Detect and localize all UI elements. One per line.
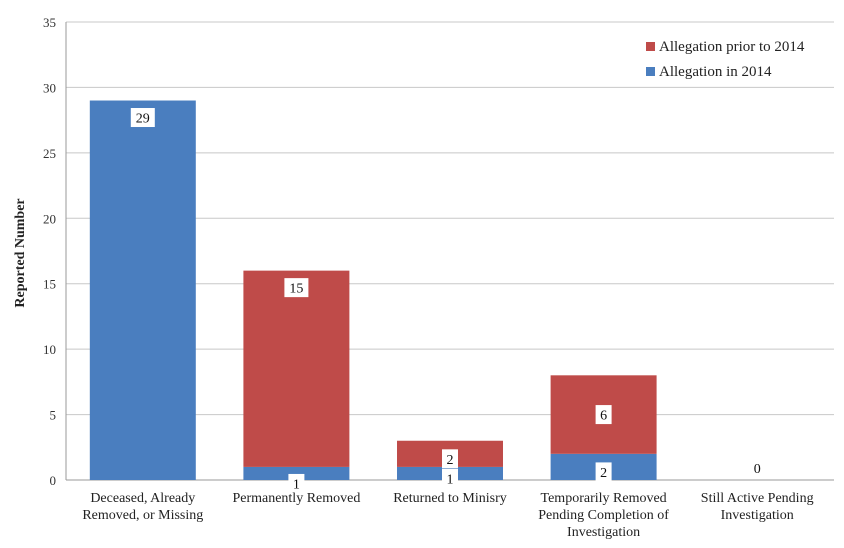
data-label: 2 [447, 453, 454, 468]
bars [89, 100, 657, 480]
y-axis: 0 5 10 15 20 25 30 35 [43, 15, 67, 488]
x-axis: Deceased, Already Removed, or Missing Perm… [82, 491, 813, 540]
data-labels: 29 15 1 2 1 6 2 0 [130, 108, 761, 493]
x-category-label: Temporarily Removed [541, 491, 667, 506]
data-label: 2 [600, 466, 607, 481]
data-label: 6 [600, 409, 607, 424]
x-category-label: Deceased, Already [90, 491, 195, 506]
y-tick-label: 20 [43, 211, 56, 226]
legend: Allegation prior to 2014 Allegation in 20… [646, 39, 805, 80]
x-category-label: Investigation [721, 508, 794, 523]
x-category-label: Pending Completion of [538, 508, 669, 523]
y-tick-label: 30 [43, 80, 56, 95]
y-tick-label: 35 [43, 15, 56, 30]
x-category-label: Investigation [567, 525, 640, 540]
data-label: 1 [447, 472, 454, 487]
bar-segment [243, 466, 350, 480]
y-tick-label: 15 [43, 277, 56, 292]
data-label: 1 [293, 477, 300, 492]
x-category-label: Returned to Minisry [393, 491, 507, 506]
data-label-box [595, 405, 612, 425]
legend-label: Allegation in 2014 [659, 64, 772, 80]
y-tick-label: 25 [43, 146, 56, 161]
data-label: 29 [136, 112, 150, 127]
y-axis-label: Reported Number [13, 198, 28, 307]
x-category-label: Permanently Removed [232, 491, 360, 506]
legend-swatch [646, 42, 655, 51]
bar-segment [243, 270, 350, 467]
data-label-box [442, 468, 458, 488]
bar-segment [89, 100, 196, 480]
data-label-box [130, 108, 155, 128]
y-tick-label: 0 [50, 473, 57, 488]
x-category-label: Removed, or Missing [82, 508, 203, 523]
data-label-box [442, 449, 458, 469]
y-tick-label: 10 [43, 342, 56, 357]
y-tick-label: 5 [50, 408, 57, 423]
data-label-box [288, 473, 305, 493]
legend-swatch [646, 67, 655, 76]
data-label: 0 [754, 462, 761, 477]
data-label-box [284, 278, 309, 298]
legend-label: Allegation prior to 2014 [659, 39, 805, 55]
x-category-label: Still Active Pending [701, 491, 814, 506]
data-label-box [595, 462, 612, 482]
data-label: 15 [289, 282, 303, 297]
